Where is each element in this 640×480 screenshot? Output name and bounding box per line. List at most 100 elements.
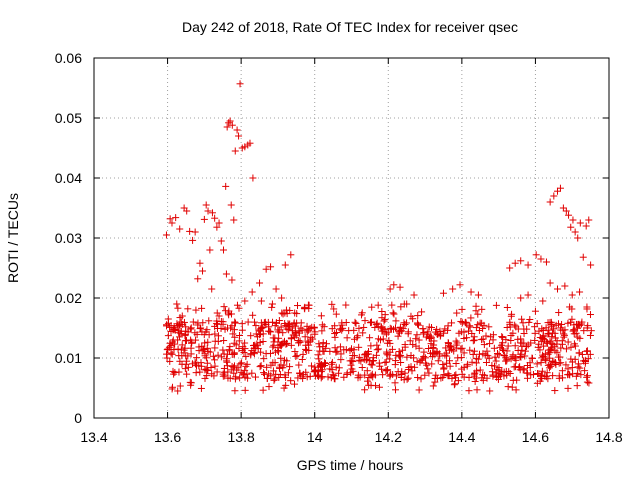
data-point bbox=[231, 387, 239, 395]
data-point bbox=[492, 301, 500, 309]
data-point bbox=[246, 139, 254, 147]
data-point bbox=[312, 367, 320, 375]
data-point bbox=[507, 336, 515, 344]
data-point bbox=[295, 329, 303, 337]
data-point bbox=[446, 343, 454, 351]
data-point bbox=[217, 237, 225, 245]
data-point bbox=[350, 335, 358, 343]
data-point bbox=[348, 357, 356, 365]
data-point bbox=[267, 263, 275, 271]
data-point bbox=[482, 358, 490, 366]
data-point bbox=[248, 288, 256, 296]
data-point bbox=[241, 297, 249, 305]
data-point bbox=[412, 335, 420, 343]
data-point bbox=[263, 363, 271, 371]
data-point bbox=[199, 319, 207, 327]
data-point bbox=[206, 246, 214, 254]
data-point bbox=[332, 363, 340, 371]
data-point bbox=[460, 335, 468, 343]
data-point bbox=[481, 371, 489, 379]
data-point bbox=[262, 350, 270, 358]
data-point bbox=[298, 355, 306, 363]
data-point bbox=[511, 354, 519, 362]
data-point bbox=[174, 387, 182, 395]
data-point bbox=[567, 355, 575, 363]
data-point bbox=[223, 362, 231, 370]
data-point bbox=[287, 377, 295, 385]
data-point bbox=[232, 319, 240, 327]
data-point bbox=[569, 216, 577, 224]
data-point bbox=[486, 340, 494, 348]
data-point bbox=[163, 322, 171, 330]
data-point bbox=[418, 308, 426, 316]
data-point bbox=[403, 375, 411, 383]
data-point bbox=[241, 339, 249, 347]
data-point bbox=[452, 371, 460, 379]
data-point bbox=[451, 380, 459, 388]
data-point bbox=[581, 367, 589, 375]
data-point bbox=[559, 204, 567, 212]
data-point bbox=[531, 329, 539, 337]
data-point bbox=[384, 366, 392, 374]
data-point bbox=[338, 321, 346, 329]
data-point bbox=[483, 347, 491, 355]
data-point bbox=[445, 346, 453, 354]
data-point bbox=[204, 338, 212, 346]
data-point bbox=[531, 307, 539, 315]
data-point bbox=[295, 361, 303, 369]
data-point bbox=[173, 300, 181, 308]
data-point bbox=[233, 301, 241, 309]
data-point bbox=[320, 347, 328, 355]
data-point bbox=[327, 374, 335, 382]
data-point bbox=[213, 317, 221, 325]
data-point bbox=[343, 334, 351, 342]
data-point bbox=[576, 288, 584, 296]
data-point bbox=[328, 300, 336, 308]
data-point bbox=[194, 275, 202, 283]
data-point bbox=[168, 219, 176, 227]
data-point bbox=[270, 376, 278, 384]
data-point bbox=[209, 352, 217, 360]
data-point bbox=[259, 338, 267, 346]
data-point bbox=[178, 360, 186, 368]
data-point bbox=[211, 362, 219, 370]
data-point bbox=[523, 374, 531, 382]
x-axis-label: GPS time / hours bbox=[297, 457, 404, 473]
data-point bbox=[475, 326, 483, 334]
data-point bbox=[242, 353, 250, 361]
data-point bbox=[203, 366, 211, 374]
data-point bbox=[424, 365, 432, 373]
data-point bbox=[328, 366, 336, 374]
data-point bbox=[180, 318, 188, 326]
data-point bbox=[267, 328, 275, 336]
data-point bbox=[432, 328, 440, 336]
data-point bbox=[458, 319, 466, 327]
data-point bbox=[291, 380, 299, 388]
data-point bbox=[577, 371, 585, 379]
data-point bbox=[164, 332, 172, 340]
data-point bbox=[321, 360, 329, 368]
data-point bbox=[546, 279, 554, 287]
data-point bbox=[299, 370, 307, 378]
data-point bbox=[367, 319, 375, 327]
data-point bbox=[387, 325, 395, 333]
data-point bbox=[183, 207, 191, 215]
data-point bbox=[331, 344, 339, 352]
y-tick-label: 0.04 bbox=[55, 170, 82, 186]
data-point bbox=[542, 338, 550, 346]
data-point bbox=[175, 333, 183, 341]
data-point bbox=[202, 365, 210, 373]
x-tick-label: 14.8 bbox=[595, 429, 622, 445]
data-point bbox=[555, 353, 563, 361]
data-point bbox=[351, 318, 359, 326]
y-tick-label: 0.02 bbox=[55, 290, 82, 306]
data-point bbox=[517, 339, 525, 347]
data-point bbox=[219, 246, 227, 254]
data-point bbox=[219, 372, 227, 380]
data-point bbox=[584, 355, 592, 363]
data-point bbox=[470, 370, 478, 378]
data-point bbox=[389, 309, 397, 317]
x-tick-label: 13.6 bbox=[154, 429, 181, 445]
data-point bbox=[570, 330, 578, 338]
data-point bbox=[203, 359, 211, 367]
